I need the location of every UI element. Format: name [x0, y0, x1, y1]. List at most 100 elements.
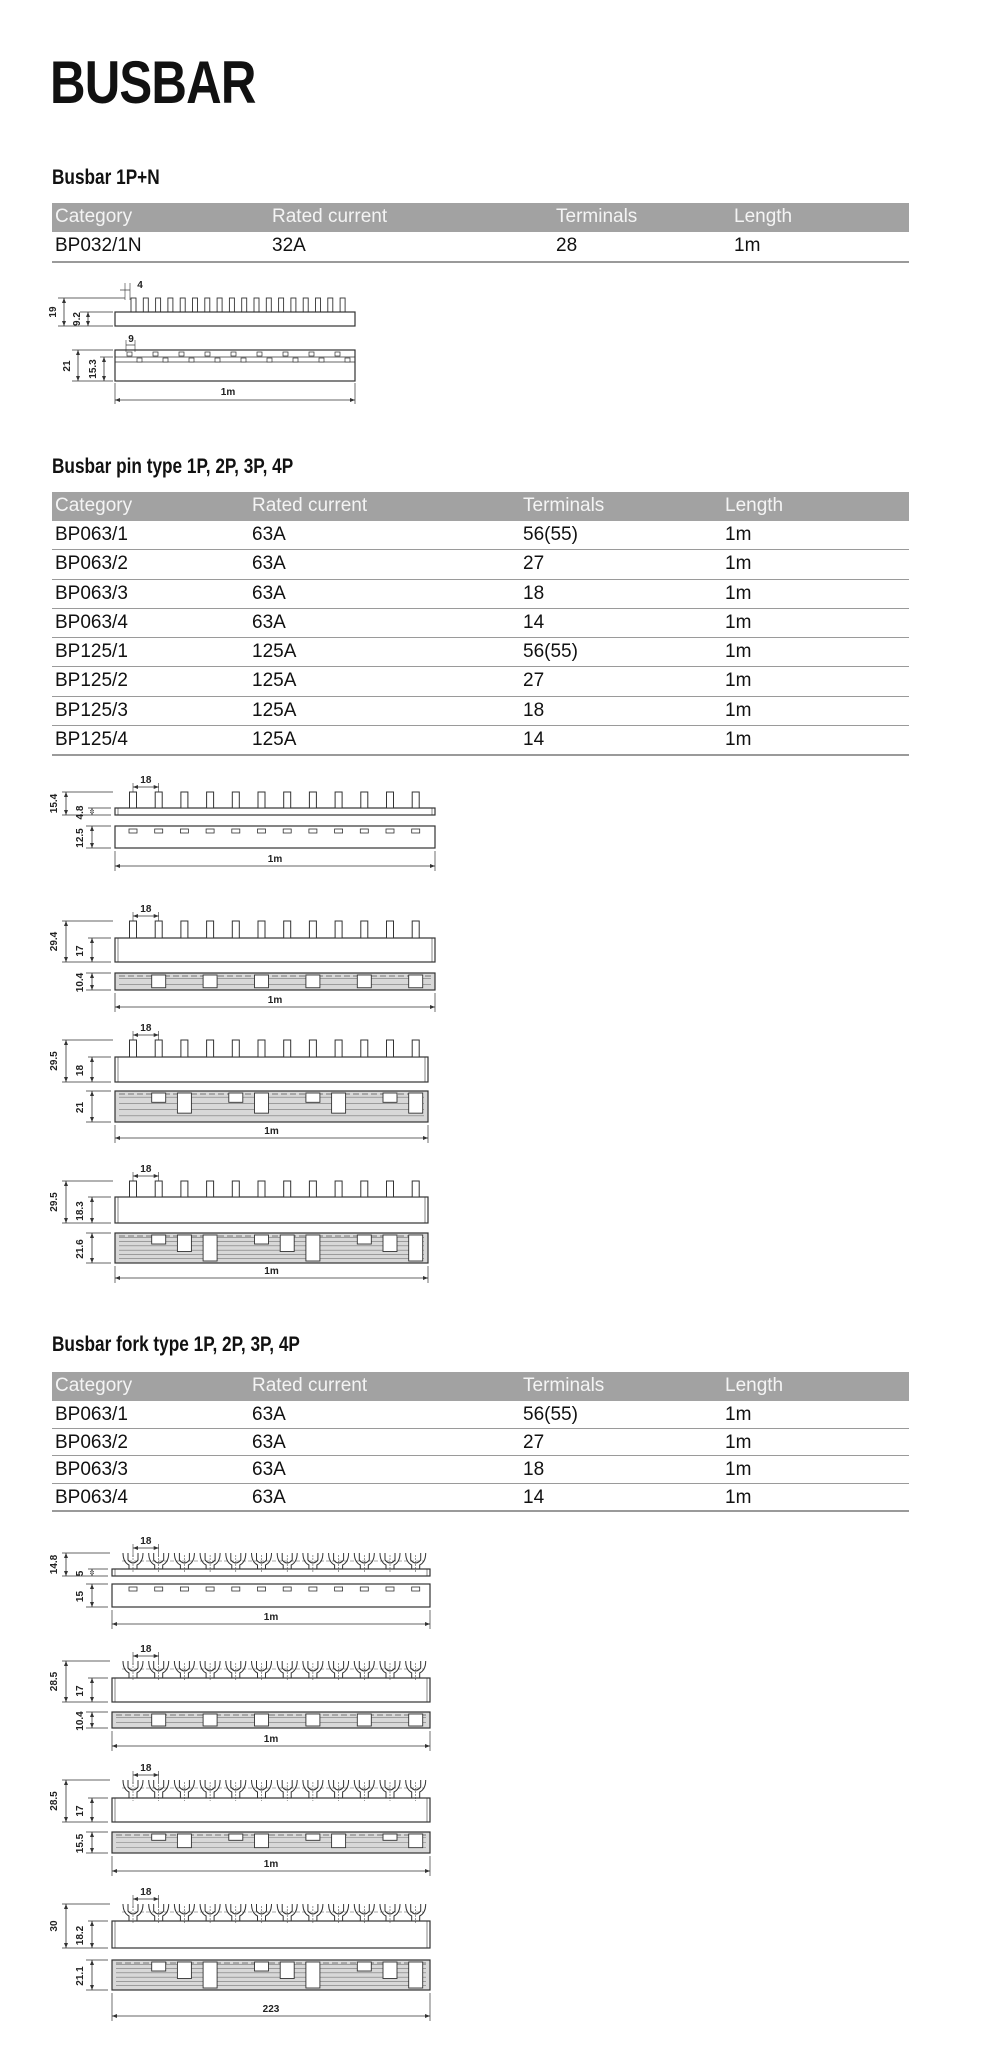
drawing-rect: [359, 828, 369, 834]
drawing-rect: [130, 297, 137, 313]
drawing-rect: [176, 1092, 192, 1114]
drawing-rect: [302, 297, 309, 313]
dimension-label: 18: [140, 1644, 152, 1655]
table-cell: BP125/3: [55, 699, 128, 721]
arrow-icon: [133, 1546, 159, 1550]
drawing-rect: [257, 920, 266, 939]
fork-terminal: [173, 1903, 195, 1921]
drawing-rect: [111, 1677, 431, 1703]
fork-terminal: [148, 1660, 170, 1678]
dimension-label: 18: [140, 1887, 152, 1898]
fork-terminal: [122, 1779, 144, 1798]
drawing-rect: [256, 351, 263, 357]
table-cell: 14: [523, 1486, 545, 1508]
drawing-rect: [385, 1586, 395, 1592]
drawing-rect: [167, 297, 174, 313]
drawing-rect: [283, 791, 292, 809]
drawing-rect: [386, 1180, 394, 1198]
arrow-icon: [64, 792, 68, 815]
drawing-rect: [136, 357, 143, 363]
drawing-rect: [356, 1961, 372, 1972]
fork-terminal: [379, 1903, 401, 1921]
arrow-icon: [62, 298, 66, 326]
dimension-label: 18: [140, 1164, 152, 1175]
drawing-rect: [111, 1959, 431, 1991]
drawing-rect: [411, 1586, 421, 1592]
fork-terminal: [225, 1660, 247, 1678]
table-cell: 1m: [725, 729, 752, 751]
drawing-rect: [327, 297, 334, 313]
drawing-rect: [154, 828, 164, 834]
table-row: BP063/4 63A 14 1m: [52, 609, 909, 639]
drawing-rect: [206, 1039, 215, 1058]
drawing-rect: [114, 972, 436, 991]
fork-terminal: [225, 1903, 247, 1921]
table-row: BP063/2 63A 27 1m: [52, 550, 909, 580]
table-cell: BP063/1: [55, 1404, 128, 1425]
drawing-rect: [180, 920, 189, 939]
drawing-rect: [408, 1092, 424, 1114]
table-header: Category Rated current Terminals Length: [52, 1372, 909, 1401]
drawing-rect: [386, 1039, 394, 1058]
drawing-rect: [305, 974, 321, 989]
arrow-icon: [115, 1005, 435, 1009]
drawing-rect: [308, 351, 315, 357]
drawing-rect: [253, 297, 260, 313]
dimension-label: 15.5: [75, 1833, 86, 1853]
drawing-rect: [315, 297, 321, 313]
fork-terminal: [199, 1779, 221, 1798]
table-cell: 63A: [252, 1404, 286, 1425]
drawing-rect: [282, 828, 292, 834]
dimension-label: 21: [75, 1102, 86, 1114]
drawing-rect: [305, 1092, 321, 1103]
drawing-rect: [385, 828, 395, 834]
dimension-label: 9: [128, 334, 134, 345]
drawing-rect: [205, 1586, 215, 1592]
dimension-label: 1m: [221, 387, 236, 398]
arrow-icon: [90, 1832, 94, 1853]
drawing-rect: [114, 825, 436, 849]
drawing-rect: [228, 1833, 244, 1841]
table-cell: BP063/3: [55, 1459, 128, 1480]
fork-terminal: [353, 1552, 375, 1569]
drawing-rect: [151, 1961, 167, 1972]
drawing-rect: [382, 1092, 398, 1103]
drawing-rect: [257, 1039, 266, 1058]
fork-terminal: [251, 1779, 272, 1798]
table-row: BP125/3 125A 18 1m: [52, 697, 909, 727]
table-cell: 1m: [734, 235, 761, 256]
drawing-rect: [278, 297, 285, 313]
arrow-icon: [90, 1584, 94, 1607]
column-header: Length: [725, 495, 784, 516]
column-header: Category: [55, 495, 133, 516]
drawing-rect: [188, 357, 195, 363]
drawing-rect: [129, 1180, 137, 1198]
drawing-rect: [279, 1234, 295, 1252]
table-cell: 1m: [725, 582, 752, 604]
drawing-rect: [334, 1586, 344, 1592]
drawing-rect: [411, 828, 421, 834]
fork-terminal: [251, 1552, 272, 1569]
fork-terminal: [302, 1779, 324, 1798]
drawing-rect: [386, 920, 394, 939]
table-cell: BP063/4: [55, 1486, 128, 1508]
drawing-rect: [283, 920, 292, 939]
drawing-rect: [228, 1092, 244, 1103]
arrow-icon: [90, 1712, 94, 1728]
drawing-rect: [254, 1833, 269, 1849]
drawing-rect: [411, 920, 420, 939]
fork-terminal: [353, 1660, 375, 1678]
fork-terminal: [379, 1779, 401, 1798]
arrow-icon: [90, 826, 94, 848]
drawing-rect: [254, 1234, 269, 1245]
table-cell: 125A: [252, 641, 297, 663]
table-cell: BP125/4: [55, 729, 128, 751]
drawing-rect: [231, 1586, 241, 1592]
column-header: Terminals: [556, 206, 638, 227]
arrow-icon: [90, 1233, 94, 1263]
drawing-rect: [162, 357, 169, 363]
drawing-rect: [231, 1039, 240, 1058]
fork-terminal: [225, 1779, 247, 1798]
dimension-label: 21: [62, 360, 73, 372]
